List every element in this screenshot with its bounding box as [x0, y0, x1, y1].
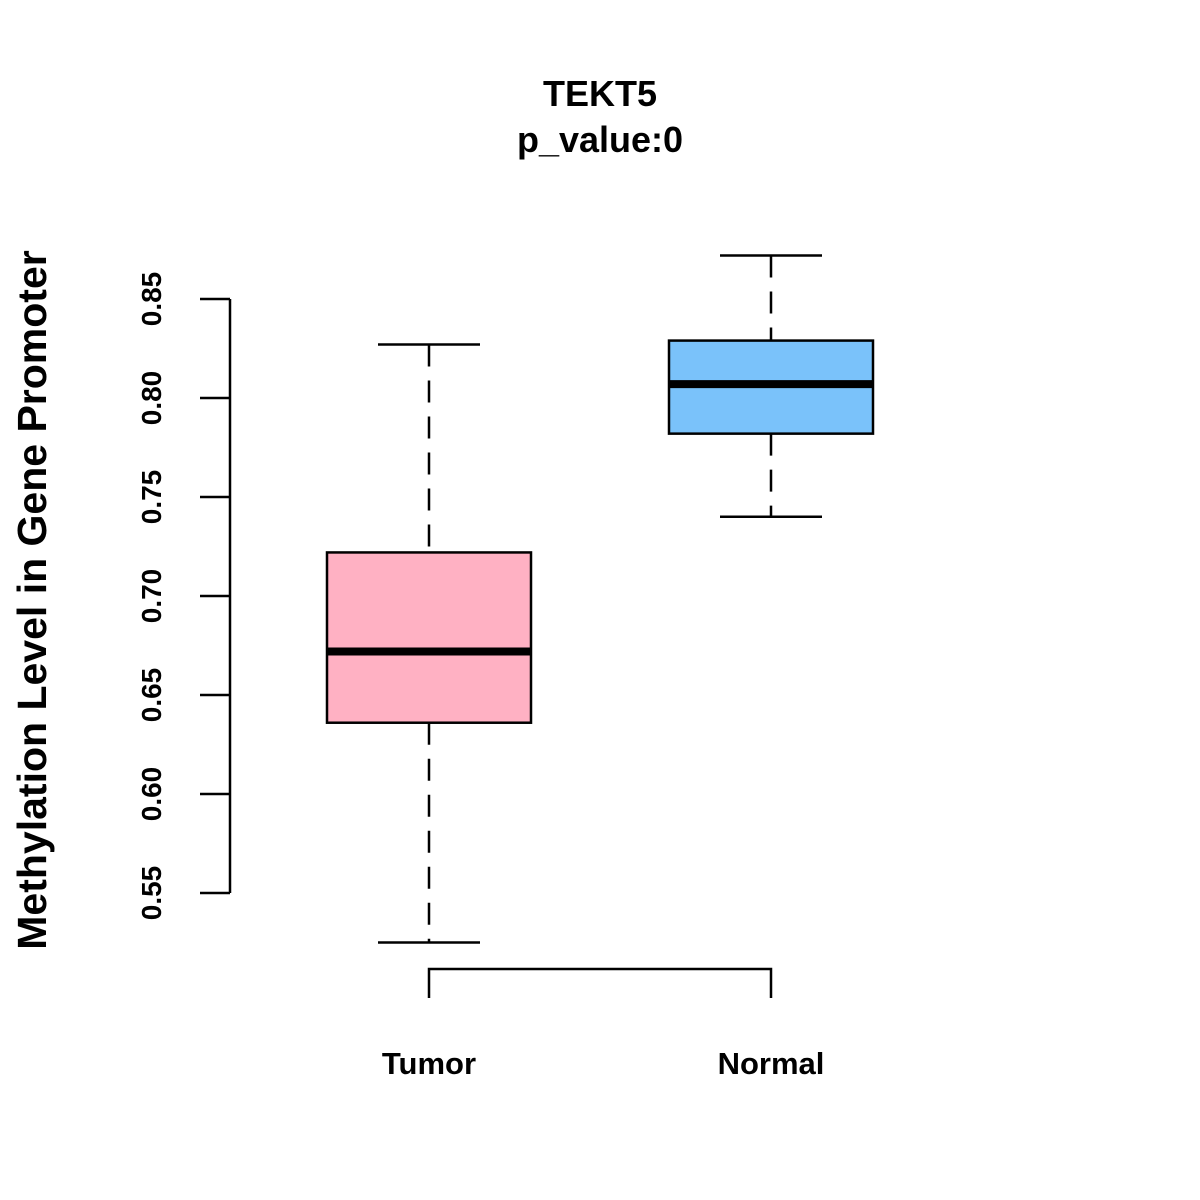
y-tick-label: 0.85 — [136, 272, 167, 327]
x-tick-label-normal: Normal — [718, 1046, 825, 1081]
y-tick-label: 0.65 — [136, 668, 167, 723]
y-axis-label: Methylation Level in Gene Promoter — [9, 250, 55, 949]
boxes — [325, 254, 875, 944]
box-iqr — [325, 551, 533, 724]
x-axis-labels: Tumor Normal — [382, 1046, 824, 1081]
y-tick-label: 0.55 — [136, 866, 167, 921]
y-axis-ticks: 0.55 0.60 0.65 0.70 0.75 0.80 0.85 — [136, 272, 230, 921]
y-tick-label: 0.60 — [136, 767, 167, 822]
x-tick-label-tumor: Tumor — [382, 1046, 476, 1081]
chart-title: TEKT5 — [543, 73, 657, 114]
y-tick-label: 0.75 — [136, 470, 167, 525]
box-tumor — [325, 343, 533, 944]
box-normal — [667, 254, 875, 519]
y-tick-label: 0.80 — [136, 371, 167, 426]
y-tick-label: 0.70 — [136, 569, 167, 624]
chart-subtitle: p_value:0 — [517, 119, 683, 160]
x-axis-line — [427, 967, 773, 998]
